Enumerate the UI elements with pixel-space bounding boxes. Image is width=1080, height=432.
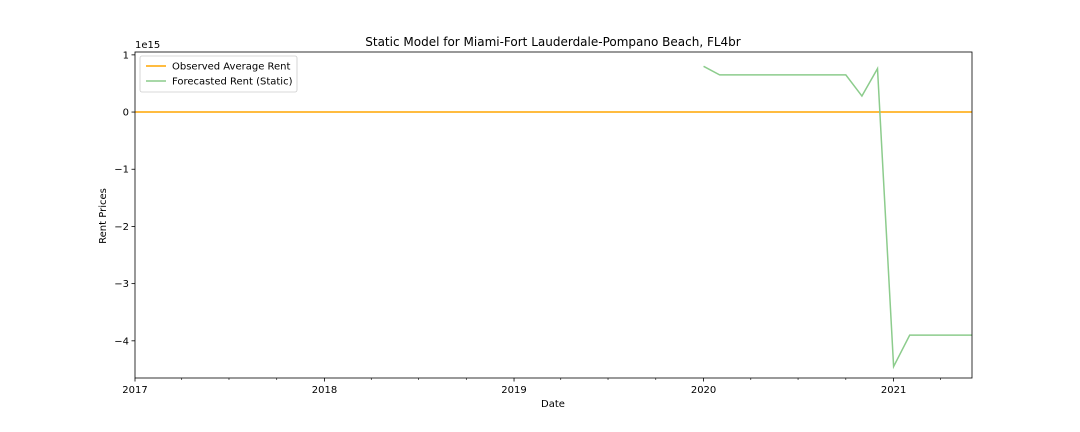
x-tick-label: 2018 — [312, 385, 337, 396]
legend-box — [139, 55, 298, 93]
x-tick-label: 2021 — [881, 385, 906, 396]
y-tick-label: −4 — [114, 336, 129, 347]
legend-label-1: Observed Average Rent — [172, 62, 291, 73]
y-tick-label: 0 — [123, 108, 129, 119]
legend-label-2: Forecasted Rent (Static) — [172, 77, 293, 88]
series-line-2 — [703, 65, 972, 370]
y-tick-label: 1 — [123, 50, 129, 61]
x-tick-label: 2019 — [501, 385, 526, 396]
chart-title: Static Model for Miami-Fort Lauderdale-P… — [365, 35, 741, 49]
y-tick-label: −2 — [114, 222, 129, 233]
y-scale-label: 1e15 — [135, 40, 160, 51]
y-tick-label: −1 — [114, 165, 129, 176]
y-axis-title: Rent Prices — [98, 188, 109, 244]
x-tick-label: 2020 — [691, 385, 716, 396]
x-tick-label: 2017 — [122, 385, 147, 396]
y-tick-label: −3 — [114, 279, 129, 290]
axes-frame — [134, 51, 973, 379]
x-axis-title: Date — [541, 399, 565, 410]
plot-area: 1 0 −1 −2 −3 −4 2017 2018 2019 2020 2021 Observed A… — [114, 50, 973, 396]
